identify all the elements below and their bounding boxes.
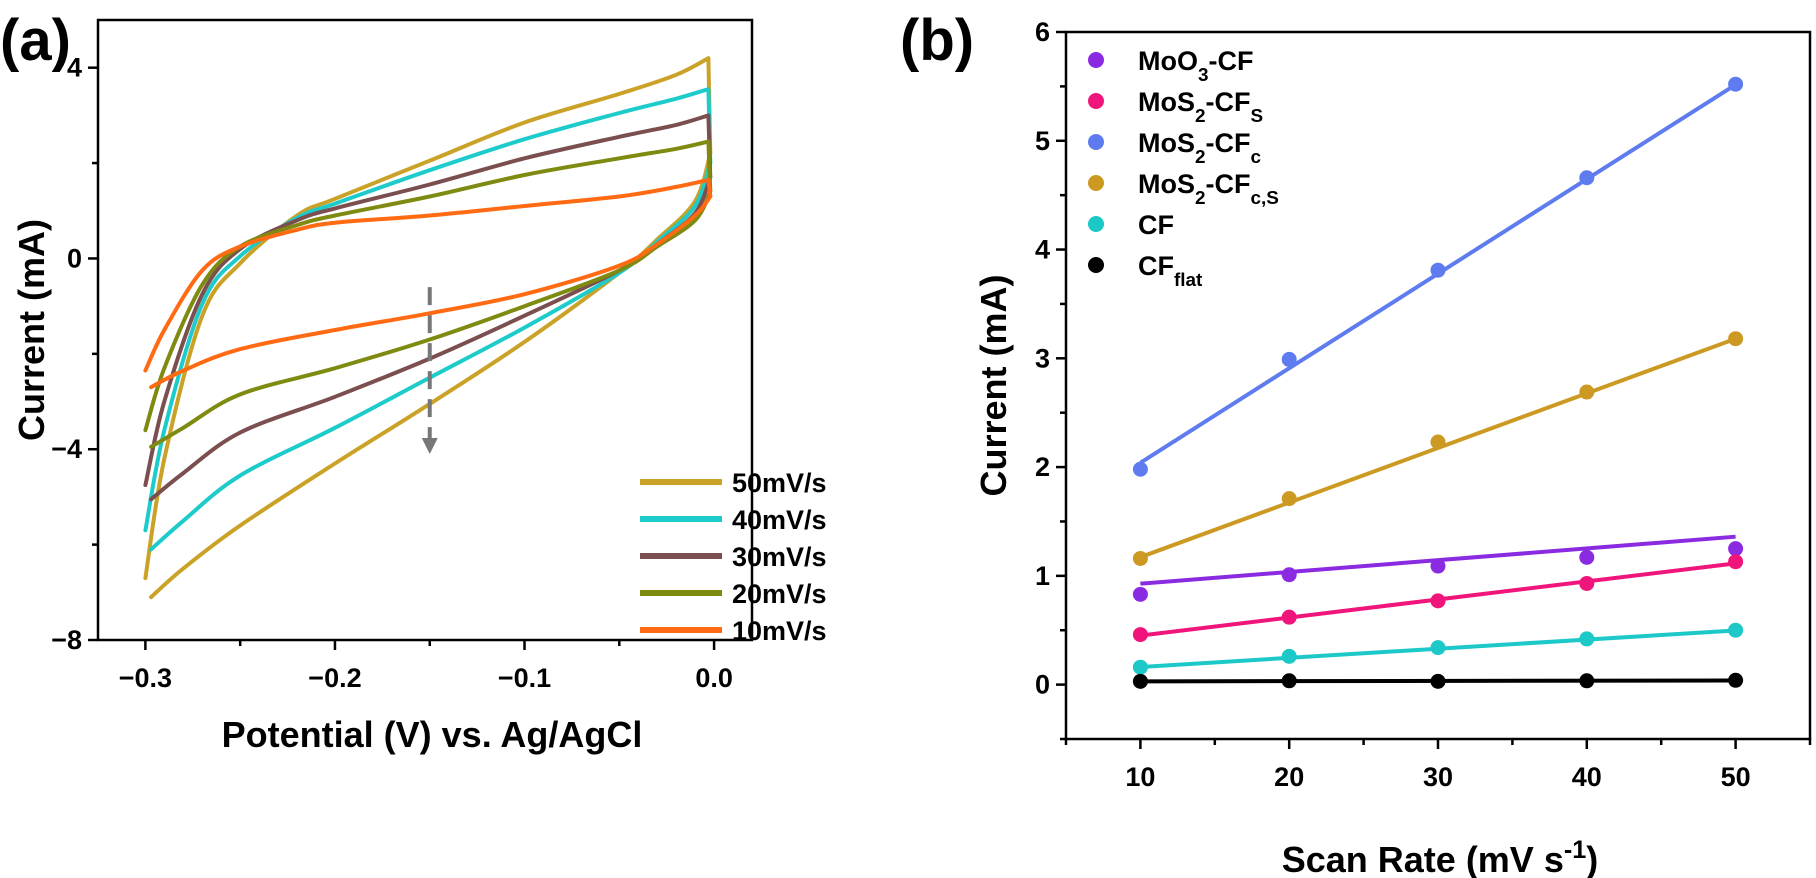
chart-a-x-tick-label: 0.0 [695,663,733,693]
chart-a-curve-upper-1 [143,56,711,580]
chart-b-legend-marker [1088,216,1104,232]
chart-b-legend-label: MoS2-CFS [1138,87,1263,127]
chart-b-legend-label: CFflat [1138,251,1203,291]
chart-b-y-tick-label: 6 [1035,17,1050,47]
chart-a-cyclic-voltammetry: −0.3 −0.2 −0.1 0.0 −8 −4 0 4 Current (mA) Potenti… [11,18,827,755]
chart-b-y-tick-label: 5 [1035,126,1050,156]
chart-b-point [1132,586,1148,602]
chart-b-point [1430,434,1446,450]
chart-b-point [1728,541,1744,557]
chart-b-point [1430,558,1446,574]
chart-b-point [1132,627,1148,643]
chart-a-y-tick-label: −4 [51,434,82,464]
chart-b-point [1132,673,1148,689]
chart-b-legend-label: MoO3-CF [1138,46,1254,86]
chart-b-legend-marker [1088,257,1104,273]
chart-a-x-tick-label: −0.2 [308,663,361,693]
chart-a-x-tick-label: −0.1 [498,663,551,693]
panel-label-a: (a) [0,8,71,73]
chart-a-curve-lower-5 [149,194,713,390]
chart-a-curve-lower-1 [149,151,713,600]
chart-b-y-tick-label: 1 [1035,561,1050,591]
chart-b-point [1579,575,1595,591]
chart-b-point [1430,640,1446,656]
chart-b-point [1728,331,1744,347]
chart-b-legend-marker [1088,175,1104,191]
chart-b-point [1281,567,1297,583]
chart-b-point [1430,673,1446,689]
chart-b-x-tick-label: 10 [1125,762,1155,792]
chart-b-legend-label: MoS2-CFc [1138,128,1261,168]
chart-b-point [1579,170,1595,186]
chart-b-y-axis-label: Current (mA) [973,275,1014,497]
chart-a-curve-upper-2 [143,87,711,533]
chart-a-legend-label: 30mV/s [732,542,827,572]
chart-a-legend-label: 50mV/s [732,468,827,498]
chart-b-x-tick-label: 20 [1274,762,1304,792]
chart-a-curve-upper-5 [143,177,711,373]
chart-b-x-axis-label: Scan Rate (mV s-1) [1282,836,1599,878]
chart-a-y-tick-label: 0 [67,243,82,273]
chart-a-x-axis-label: Potential (V) vs. Ag/AgCl [222,714,643,755]
chart-b-point [1728,672,1744,688]
chart-b-point [1132,461,1148,477]
chart-b-point [1132,659,1148,675]
chart-a-curve-lower-2 [149,161,713,552]
chart-a-x-tick-label: −0.3 [119,663,172,693]
chart-b-legend-label: MoS2-CFc,S [1138,169,1279,209]
chart-b-y-tick-label: 4 [1035,235,1050,265]
chart-b-point [1281,673,1297,689]
chart-b-x-tick-label: 30 [1423,762,1453,792]
chart-b-point [1728,554,1744,570]
chart-b-point [1728,622,1744,638]
chart-a-y-tick-label: 4 [67,53,82,83]
chart-b-point [1281,491,1297,507]
chart-b-point [1281,351,1297,367]
chart-b-legend-label: CF [1138,210,1174,240]
chart-b-point [1430,262,1446,278]
chart-a-curve-vertex-5 [706,179,713,197]
chart-a-curve-upper-3 [143,113,711,487]
chart-b-y-tick-label: 0 [1035,670,1050,700]
chart-b-legend-marker [1088,134,1104,150]
chart-b-x-tick-label: 50 [1721,762,1751,792]
panel-label-b: (b) [900,8,974,73]
chart-b-point [1132,550,1148,566]
chart-b-point [1281,609,1297,625]
chart-b-point [1579,549,1595,565]
chart-a-trend-arrow-head [421,438,438,454]
chart-b-x-tick-label: 40 [1572,762,1602,792]
chart-b-point [1430,593,1446,609]
chart-a-legend-label: 10mV/s [732,616,827,646]
chart-b-legend-marker [1088,52,1104,68]
chart-b-point [1579,673,1595,689]
chart-b-point [1281,648,1297,664]
chart-a-curve-upper-4 [143,139,711,433]
chart-b-y-tick-label: 3 [1035,343,1050,373]
chart-b-point [1579,631,1595,647]
chart-a-legend-label: 40mV/s [732,505,827,535]
chart-a-y-tick-label: −8 [51,625,82,655]
chart-b-scan-rate: 10 20 30 40 50 0 1 2 3 4 5 6 Current (mA) Scan Rate (… [973,17,1812,878]
chart-b-point [1579,384,1595,400]
chart-b-point [1728,76,1744,92]
chart-a-legend-label: 20mV/s [732,579,827,609]
chart-a-curve-lower-4 [149,189,713,449]
chart-a-y-axis-label: Current (mA) [11,219,52,441]
chart-b-y-tick-label: 2 [1035,452,1050,482]
chart-a-plot-frame [96,18,754,642]
chart-b-legend-marker [1088,93,1104,109]
